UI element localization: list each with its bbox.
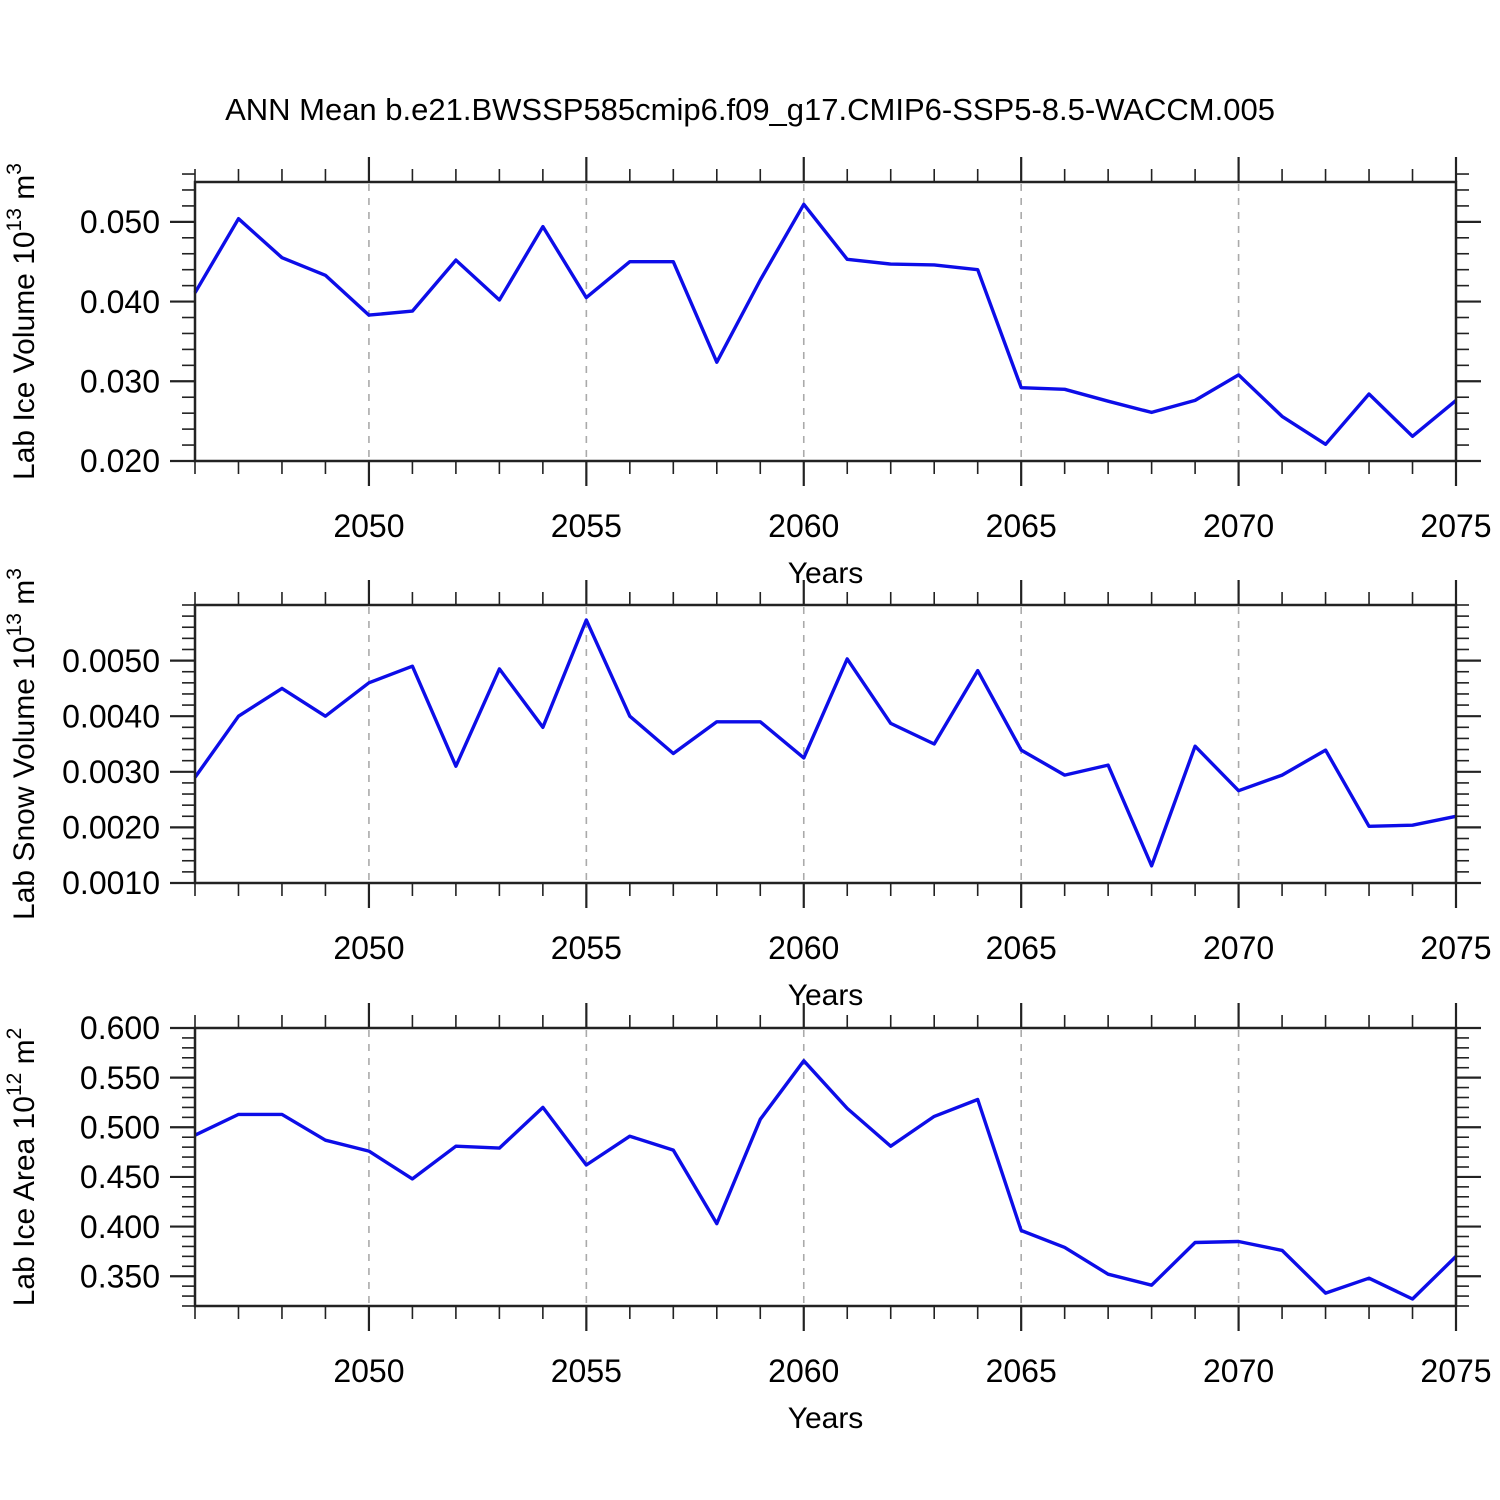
x-axis-title: Years [788,1402,864,1435]
x-tick-label: 2075 [1420,508,1491,544]
y-tick-label: 0.350 [80,1258,160,1294]
data-line-lab-ice-volume [193,202,1458,446]
x-axis-title: Years [788,979,864,1012]
y-axis-title: Lab Snow Volume 1013 m3 [3,568,41,920]
x-tick-label: 2065 [986,508,1057,544]
y-tick-label: 0.0010 [62,865,160,901]
plot-frame [193,180,1458,463]
figure-title: ANN Mean b.e21.BWSSP585cmip6.f09_g17.CMI… [225,92,1275,127]
data-line-lab-ice-area [194,1059,1458,1301]
x-tick-label: 2050 [333,930,404,966]
plot-frame [193,603,1458,885]
x-tick-label: 2055 [551,1353,622,1389]
x-tick-label: 2075 [1420,1353,1491,1389]
x-tick-label: 2065 [986,1353,1057,1389]
x-tick-label: 2075 [1420,930,1491,966]
y-tick-label: 0.0030 [62,754,160,790]
x-tick-label: 2055 [551,508,622,544]
y-tick-label: 0.040 [80,284,160,320]
x-tick-label: 2070 [1203,508,1274,544]
y-axis-title: Lab Ice Volume 1013 m3 [3,163,41,480]
data-line-lab-snow-volume [193,618,1457,868]
y-tick-label: 0.050 [80,204,160,240]
y-axis-title: Lab Ice Area 1012 m2 [3,1028,41,1307]
plot-frame [193,1026,1458,1308]
y-tick-label: 0.0050 [62,643,160,679]
x-tick-label: 2060 [768,508,839,544]
y-tick-label: 0.500 [80,1109,160,1145]
x-tick-label: 2055 [551,930,622,966]
y-tick-label: 0.030 [80,363,160,399]
x-tick-label: 2050 [333,1353,404,1389]
y-tick-label: 0.0040 [62,698,160,734]
lab-ice-area-chart: 0.350 0.400 0.450 0.500 0.550 0.600 2050 2055 20… [3,1003,1492,1435]
x-tick-label: 2070 [1203,1353,1274,1389]
y-tick-label: 0.450 [80,1159,160,1195]
y-tick-label: 0.020 [80,443,160,479]
x-tick-label: 2050 [333,508,404,544]
y-tick-label: 0.550 [80,1060,160,1096]
y-tick-label: 0.400 [80,1209,160,1245]
x-axis-title: Years [788,557,864,590]
lab-snow-volume-chart: 0.0010 0.0020 0.0030 0.0040 0.0050 2050 2055 20… [3,568,1492,1012]
lab-ice-volume-chart: 0.020 0.030 0.040 0.050 2050 2055 2060 2065 2070… [3,157,1492,590]
y-tick-label: 0.0020 [62,810,160,846]
x-tick-label: 2065 [986,930,1057,966]
x-tick-label: 2060 [768,930,839,966]
x-tick-label: 2060 [768,1353,839,1389]
y-tick-label: 0.600 [80,1010,160,1046]
x-tick-label: 2070 [1203,930,1274,966]
